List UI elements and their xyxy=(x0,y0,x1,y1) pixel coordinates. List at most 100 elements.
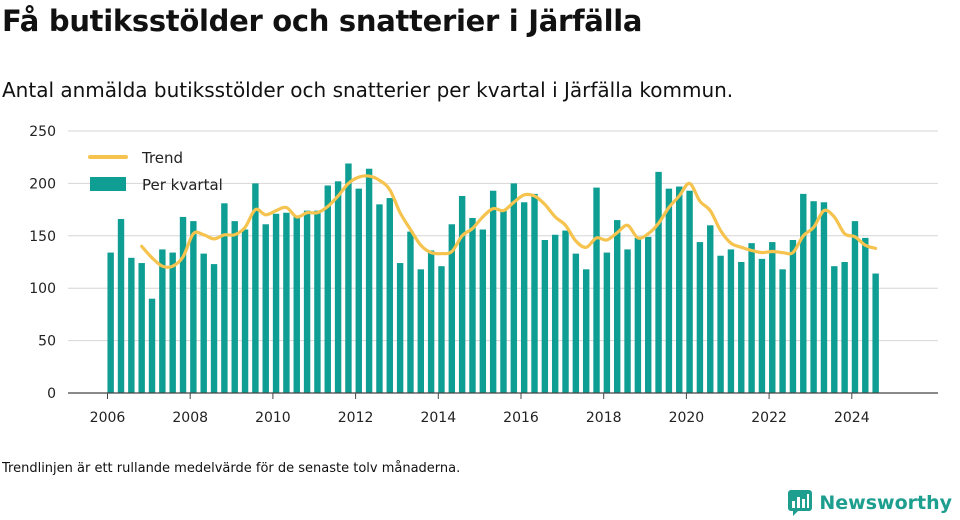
chart-title: Få butiksstölder och snatterier i Järfäl… xyxy=(2,4,643,38)
x-tick-label: 2018 xyxy=(586,410,622,426)
bar xyxy=(469,217,476,393)
bar xyxy=(128,257,135,393)
bar xyxy=(210,264,218,393)
bar-chart: 0 50 100 150 200 250 2006 2008 2010 2012 2014 2016 2… xyxy=(29,124,938,426)
bar xyxy=(448,224,456,393)
y-tick-label: 250 xyxy=(29,124,56,140)
bar xyxy=(738,262,745,393)
bar xyxy=(272,213,280,393)
footnote: Trendlinjen är ett rullande medelvärde f… xyxy=(2,461,461,476)
bar xyxy=(800,193,807,393)
bar xyxy=(345,163,352,393)
bar xyxy=(541,239,549,393)
x-tick-label: 2024 xyxy=(834,410,870,426)
bar xyxy=(851,221,859,393)
bar xyxy=(582,269,590,393)
x-tick-label: 2006 xyxy=(90,410,126,426)
bar xyxy=(107,252,114,393)
bar xyxy=(831,266,838,393)
bar xyxy=(810,201,817,393)
bar xyxy=(148,298,156,393)
bar xyxy=(169,252,176,393)
x-tick-label: 2022 xyxy=(751,410,787,426)
bar xyxy=(727,249,735,393)
brand[interactable]: Newsworthy xyxy=(787,489,952,517)
bar xyxy=(500,210,507,393)
bar xyxy=(489,190,497,393)
y-tick-label: 50 xyxy=(38,334,56,350)
bar xyxy=(645,236,652,393)
bar xyxy=(603,252,611,393)
bar xyxy=(758,258,766,393)
y-tick-label: 150 xyxy=(29,229,56,245)
bar xyxy=(386,198,393,393)
legend-bar-label: Per kvartal xyxy=(142,176,223,194)
bar xyxy=(396,263,404,393)
trend-line xyxy=(140,174,878,269)
bar xyxy=(707,225,714,393)
bar xyxy=(479,229,487,393)
bar xyxy=(179,216,187,393)
bar xyxy=(334,181,342,393)
bar xyxy=(686,190,693,393)
x-tick-label: 2016 xyxy=(503,410,539,426)
y-tick-label: 0 xyxy=(47,386,56,402)
bar xyxy=(324,185,331,393)
legend: Trend Per kvartal xyxy=(88,149,223,194)
bar xyxy=(789,239,797,393)
bar xyxy=(262,224,269,393)
bar xyxy=(634,237,642,393)
bar xyxy=(717,255,724,393)
bar xyxy=(696,242,704,393)
bar xyxy=(624,249,631,393)
bar xyxy=(458,195,466,393)
bar xyxy=(676,186,683,393)
bar xyxy=(303,210,311,393)
bar xyxy=(355,188,362,393)
bar xyxy=(562,230,569,393)
bar xyxy=(531,193,538,393)
x-tick-label: 2020 xyxy=(669,410,705,426)
bar xyxy=(769,242,776,393)
legend-trend-label: Trend xyxy=(141,149,183,167)
y-tick-label: 100 xyxy=(29,281,56,297)
bar xyxy=(376,204,383,393)
x-tick-label: 2008 xyxy=(172,410,208,426)
bar xyxy=(241,229,249,393)
chart-subtitle: Antal anmälda butiksstölder och snatteri… xyxy=(2,78,734,102)
bar xyxy=(159,249,166,393)
trend-line-layer xyxy=(140,174,878,269)
x-tick-label: 2012 xyxy=(338,410,374,426)
bars xyxy=(107,163,879,393)
bar xyxy=(820,202,828,393)
legend-bar-swatch xyxy=(90,177,126,191)
x-tick-label: 2014 xyxy=(420,410,456,426)
bar xyxy=(593,187,600,393)
bar xyxy=(748,243,755,393)
bar xyxy=(427,250,435,393)
bar xyxy=(231,221,238,393)
bar xyxy=(138,263,145,393)
bar xyxy=(314,210,321,393)
bar xyxy=(520,202,528,393)
bar xyxy=(200,253,207,393)
y-tick-label: 200 xyxy=(29,176,56,192)
bar xyxy=(551,234,559,393)
bar xyxy=(779,269,786,393)
bar xyxy=(365,168,373,393)
bar xyxy=(252,183,259,393)
bar xyxy=(655,171,662,393)
bar xyxy=(872,273,879,393)
bar xyxy=(841,262,848,393)
bar xyxy=(665,188,673,393)
newsworthy-logo-icon xyxy=(788,490,813,516)
bar xyxy=(221,203,228,393)
bar xyxy=(407,231,414,393)
axes: 0 50 100 150 200 250 2006 2008 2010 2012 2014 2016 2… xyxy=(29,124,938,426)
bar xyxy=(438,266,445,393)
bar xyxy=(510,183,518,393)
x-tick-label: 2010 xyxy=(255,410,291,426)
bar xyxy=(117,219,125,393)
bar xyxy=(190,221,197,393)
bar xyxy=(417,269,424,393)
